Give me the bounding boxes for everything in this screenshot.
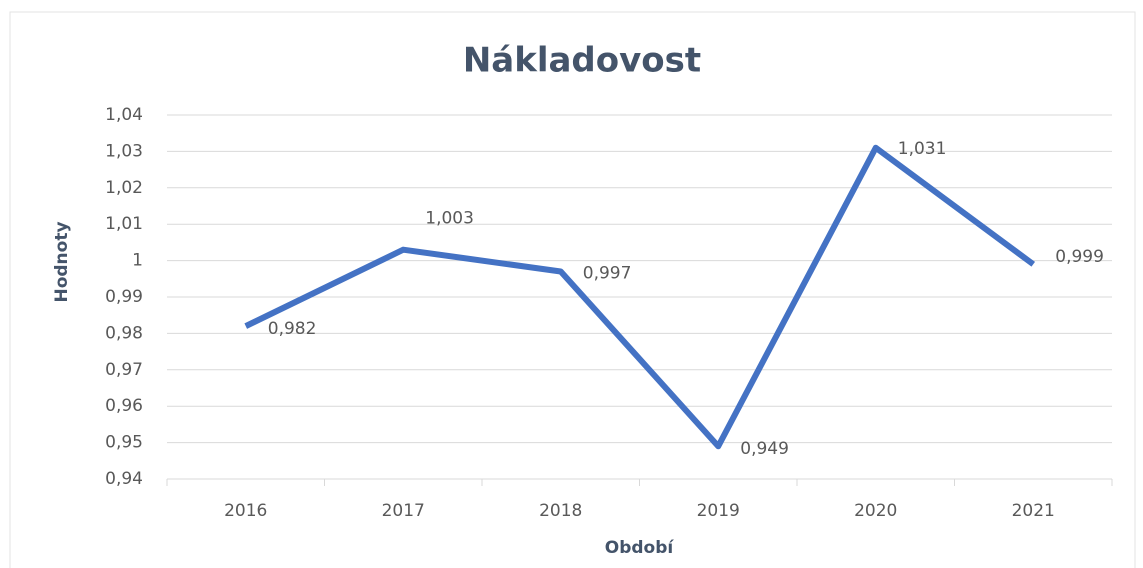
chart-border — [9, 11, 1136, 568]
data-label: 0,999 — [1055, 247, 1104, 267]
data-label: 0,997 — [583, 264, 632, 284]
data-label: 0,949 — [740, 439, 789, 459]
y-tick-label: 0,97 — [105, 360, 143, 380]
data-label: 1,003 — [425, 209, 474, 229]
x-axis-title: Období — [605, 538, 675, 558]
y-tick-label: 1,04 — [105, 105, 143, 125]
y-tick-label: 0,95 — [105, 433, 143, 453]
x-tick-label: 2018 — [539, 501, 582, 521]
y-tick-label: 1,01 — [105, 214, 143, 234]
data-label: 1,031 — [898, 139, 947, 159]
x-tick-label: 2019 — [697, 501, 740, 521]
data-label: 0,982 — [268, 319, 317, 339]
y-tick-label: 0,98 — [105, 323, 143, 343]
y-axis-title: Hodnoty — [52, 221, 72, 302]
y-tick-label: 0,94 — [105, 469, 143, 489]
x-tick-label: 2020 — [854, 501, 897, 521]
y-tick-label: 1 — [132, 251, 143, 271]
y-tick-label: 1,02 — [105, 178, 143, 198]
y-tick-label: 0,96 — [105, 396, 143, 416]
y-tick-label: 0,99 — [105, 287, 143, 307]
x-tick-label: 2021 — [1012, 501, 1055, 521]
line-series — [244, 144, 1036, 450]
y-tick-label: 1,03 — [105, 141, 143, 161]
x-tick-label: 2016 — [224, 501, 267, 521]
chart-title: Nákladovost — [463, 41, 701, 81]
x-tick-label: 2017 — [382, 501, 425, 521]
